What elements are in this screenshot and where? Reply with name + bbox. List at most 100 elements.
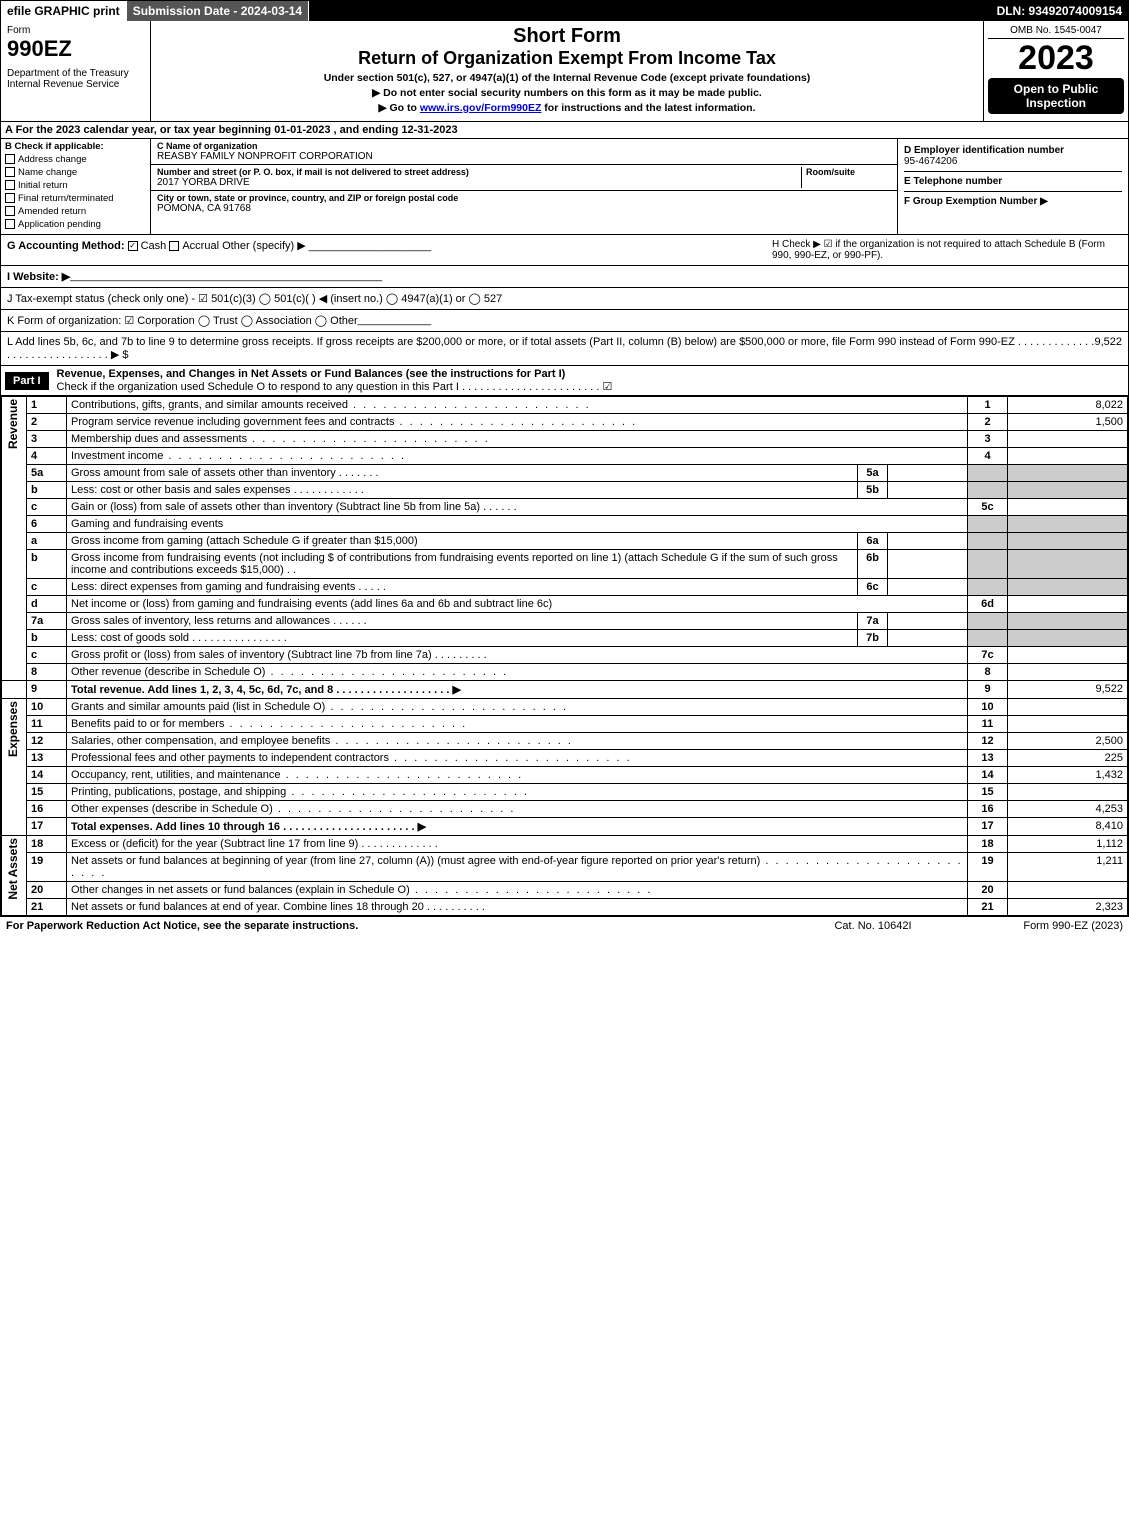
room-label: Room/suite bbox=[806, 167, 891, 177]
cb-address-change[interactable]: Address change bbox=[5, 154, 146, 165]
line2-desc: Program service revenue including govern… bbox=[71, 416, 394, 428]
cb-initial-return[interactable]: Initial return bbox=[5, 180, 146, 191]
line5a-desc: Gross amount from sale of assets other t… bbox=[71, 467, 336, 479]
line12-amt: 2,500 bbox=[1008, 733, 1128, 750]
ein-value: 95-4674206 bbox=[904, 156, 1122, 167]
cb-pending[interactable]: Application pending bbox=[5, 219, 146, 230]
line5b-desc: Less: cost or other basis and sales expe… bbox=[71, 484, 291, 496]
page-footer: For Paperwork Reduction Act Notice, see … bbox=[0, 917, 1129, 935]
footer-left: For Paperwork Reduction Act Notice, see … bbox=[6, 920, 773, 932]
org-name: REASBY FAMILY NONPROFIT CORPORATION bbox=[157, 151, 891, 162]
cb-cash[interactable]: ✓ bbox=[128, 241, 138, 251]
line4-desc: Investment income bbox=[71, 450, 163, 462]
k-label: K Form of organization: ☑ Corporation ◯ … bbox=[7, 314, 358, 327]
line9-amt: 9,522 bbox=[1008, 681, 1128, 699]
header-left: Form 990EZ Department of the Treasury In… bbox=[1, 21, 151, 121]
group-cell: F Group Exemption Number ▶ bbox=[904, 192, 1122, 211]
addr-cell: Number and street (or P. O. box, if mail… bbox=[151, 165, 897, 191]
side-netassets: Net Assets bbox=[6, 838, 20, 900]
part1-header-row: Part I Revenue, Expenses, and Changes in… bbox=[1, 366, 1128, 396]
org-name-label: C Name of organization bbox=[157, 141, 891, 151]
addr-label: Number and street (or P. O. box, if mail… bbox=[157, 167, 801, 177]
short-form-title: Short Form bbox=[159, 25, 975, 48]
line21-amt: 2,323 bbox=[1008, 899, 1128, 916]
inspection-badge: Open to Public Inspection bbox=[988, 78, 1124, 114]
header-center: Short Form Return of Organization Exempt… bbox=[151, 21, 983, 121]
org-name-cell: C Name of organization REASBY FAMILY NON… bbox=[151, 139, 897, 165]
subtitle: Under section 501(c), 527, or 4947(a)(1)… bbox=[159, 72, 975, 84]
side-expenses: Expenses bbox=[6, 701, 20, 757]
i-label: I Website: ▶ bbox=[7, 270, 70, 283]
ein-cell: D Employer identification number 95-4674… bbox=[904, 141, 1122, 172]
line18-amt: 1,112 bbox=[1008, 836, 1128, 853]
row-k: K Form of organization: ☑ Corporation ◯ … bbox=[1, 310, 1128, 332]
line11-desc: Benefits paid to or for members bbox=[71, 718, 224, 730]
h-text: H Check ▶ ☑ if the organization is not r… bbox=[772, 239, 1122, 261]
city-label: City or town, state or province, country… bbox=[157, 193, 891, 203]
col-d: D Employer identification number 95-4674… bbox=[898, 139, 1128, 234]
dln-label: DLN: 93492074009154 bbox=[991, 1, 1128, 21]
tax-year: 2023 bbox=[988, 39, 1124, 78]
line16-amt: 4,253 bbox=[1008, 801, 1128, 818]
efile-label[interactable]: efile GRAPHIC print bbox=[1, 1, 127, 21]
cb-accrual[interactable] bbox=[169, 241, 179, 251]
line5c-desc: Gain or (loss) from sale of assets other… bbox=[71, 501, 480, 513]
part1-badge: Part I bbox=[5, 372, 49, 390]
top-bar: efile GRAPHIC print Submission Date - 20… bbox=[1, 1, 1128, 21]
line19-desc: Net assets or fund balances at beginning… bbox=[71, 855, 760, 867]
line1-desc: Contributions, gifts, grants, and simila… bbox=[71, 399, 348, 411]
street-address: 2017 YORBA DRIVE bbox=[157, 177, 801, 188]
cb-amended[interactable]: Amended return bbox=[5, 206, 146, 217]
omb-number: OMB No. 1545-0047 bbox=[988, 25, 1124, 39]
b-title: B Check if applicable: bbox=[5, 141, 146, 152]
line-a: A For the 2023 calendar year, or tax yea… bbox=[1, 122, 1128, 139]
g-label: G Accounting Method: bbox=[7, 240, 125, 252]
line20-desc: Other changes in net assets or fund bala… bbox=[71, 884, 410, 896]
l-value: 9,522 bbox=[1094, 336, 1122, 361]
line6-desc: Gaming and fundraising events bbox=[67, 516, 968, 533]
main-title: Return of Organization Exempt From Incom… bbox=[159, 48, 975, 69]
line17-amt: 8,410 bbox=[1008, 818, 1128, 836]
col-b: B Check if applicable: Address change Na… bbox=[1, 139, 151, 234]
l-label: L Add lines 5b, 6c, and 7b to line 9 to … bbox=[7, 336, 1094, 361]
line6d-desc: Net income or (loss) from gaming and fun… bbox=[71, 598, 552, 610]
city-cell: City or town, state or province, country… bbox=[151, 191, 897, 216]
line9-desc: Total revenue. Add lines 1, 2, 3, 4, 5c,… bbox=[71, 684, 461, 696]
line8-desc: Other revenue (describe in Schedule O) bbox=[71, 666, 265, 678]
part1-check: Check if the organization used Schedule … bbox=[57, 381, 613, 393]
form-number: 990EZ bbox=[7, 36, 144, 62]
line6a-desc: Gross income from gaming (attach Schedul… bbox=[71, 535, 418, 547]
submission-date: Submission Date - 2024-03-14 bbox=[127, 1, 309, 21]
row-j: J Tax-exempt status (check only one) - ☑… bbox=[1, 288, 1128, 310]
form-label: Form bbox=[7, 25, 144, 36]
warning-ssn: ▶ Do not enter social security numbers o… bbox=[159, 87, 975, 99]
city-state-zip: POMONA, CA 91768 bbox=[157, 203, 891, 214]
instructions-link: ▶ Go to www.irs.gov/Form990EZ for instru… bbox=[159, 102, 975, 114]
line10-desc: Grants and similar amounts paid (list in… bbox=[71, 701, 325, 713]
line13-amt: 225 bbox=[1008, 750, 1128, 767]
line17-desc: Total expenses. Add lines 10 through 16 … bbox=[71, 821, 426, 833]
line13-desc: Professional fees and other payments to … bbox=[71, 752, 389, 764]
line7a-desc: Gross sales of inventory, less returns a… bbox=[71, 615, 330, 627]
cb-name-change[interactable]: Name change bbox=[5, 167, 146, 178]
line16-desc: Other expenses (describe in Schedule O) bbox=[71, 803, 273, 815]
line6c-desc: Less: direct expenses from gaming and fu… bbox=[71, 581, 355, 593]
irs-link[interactable]: www.irs.gov/Form990EZ bbox=[420, 102, 542, 114]
line6b-desc: Gross income from fundraising events (no… bbox=[71, 552, 838, 576]
row-l: L Add lines 5b, 6c, and 7b to line 9 to … bbox=[1, 332, 1128, 366]
line1-amt: 8,022 bbox=[1008, 397, 1128, 414]
line3-desc: Membership dues and assessments bbox=[71, 433, 247, 445]
department: Department of the Treasury Internal Reve… bbox=[7, 68, 144, 90]
line18-desc: Excess or (deficit) for the year (Subtra… bbox=[71, 838, 358, 850]
header: Form 990EZ Department of the Treasury In… bbox=[1, 21, 1128, 122]
group-label: F Group Exemption Number ▶ bbox=[904, 196, 1122, 207]
line21-desc: Net assets or fund balances at end of ye… bbox=[71, 901, 424, 913]
footer-form: Form 990-EZ (2023) bbox=[973, 920, 1123, 932]
line7b-desc: Less: cost of goods sold bbox=[71, 632, 189, 644]
header-right: OMB No. 1545-0047 2023 Open to Public In… bbox=[983, 21, 1128, 121]
line15-desc: Printing, publications, postage, and shi… bbox=[71, 786, 286, 798]
cb-final-return[interactable]: Final return/terminated bbox=[5, 193, 146, 204]
info-block: B Check if applicable: Address change Na… bbox=[1, 139, 1128, 235]
j-label: J Tax-exempt status (check only one) - ☑… bbox=[7, 292, 502, 305]
line7c-desc: Gross profit or (loss) from sales of inv… bbox=[71, 649, 432, 661]
